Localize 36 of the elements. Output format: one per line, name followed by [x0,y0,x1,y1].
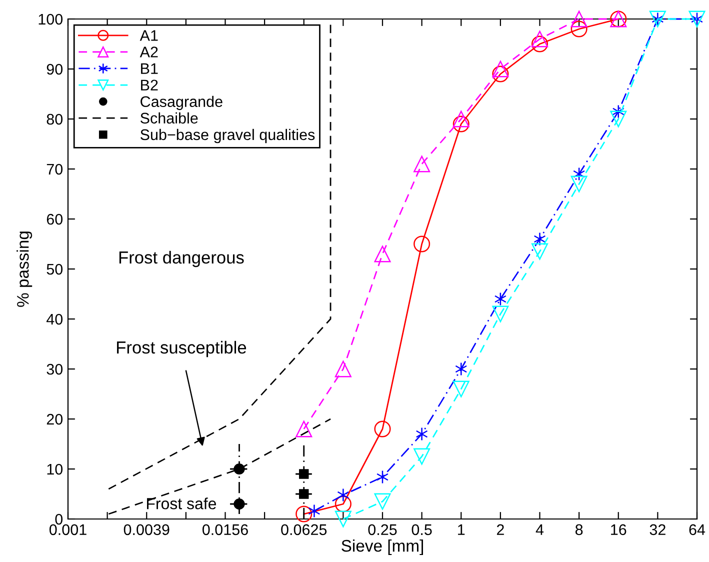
x-tick-label: 64 [689,524,706,536]
y-tick-label: 20 [46,414,63,425]
y-tick-label: 80 [46,114,63,125]
y-tick-label: 30 [46,364,63,375]
x-tick-label: 0.0039 [124,524,170,536]
y-tick-label: 0 [55,514,63,525]
y-tick-label: 70 [46,164,63,175]
x-tick-label: 16 [611,524,626,536]
y-axis-title: % passing [16,232,32,307]
x-tick-label: 1 [458,524,465,535]
y-tick-label: 10 [47,464,63,475]
x-axis-title: Sieve [mm] [342,539,423,556]
x-tick-label: 0.0625 [281,524,327,536]
y-tick-label: 100 [38,14,63,25]
x-tick-label: 0.0156 [202,524,248,536]
legend-label: Sub−base gravel qualities [140,128,315,144]
legend-label: B1 [141,63,158,74]
x-tick-label: 0.25 [368,524,397,536]
x-tick-label: 8 [575,524,583,536]
legend-label: Schaible [140,112,198,124]
x-tick-label: 0.5 [412,524,432,536]
y-tick-label: 50 [46,264,63,275]
x-tick-label: 32 [650,524,666,536]
y-tick-label: 60 [46,214,63,225]
legend-label: Casagrande [140,96,222,110]
x-tick-label: 2 [496,524,504,535]
x-tick-label: 4 [536,524,544,535]
legend-label: A1 [140,30,158,41]
annotation: Frost dangerous [119,250,244,268]
annotation: Frost susceptible [117,340,246,358]
x-tick-label: 0.001 [49,524,86,536]
legend-label: A2 [140,46,158,58]
y-tick-label: 40 [46,314,63,325]
annotation: Frost safe [147,498,216,510]
legend-label: B2 [141,80,158,90]
y-tick-label: 90 [46,64,63,75]
